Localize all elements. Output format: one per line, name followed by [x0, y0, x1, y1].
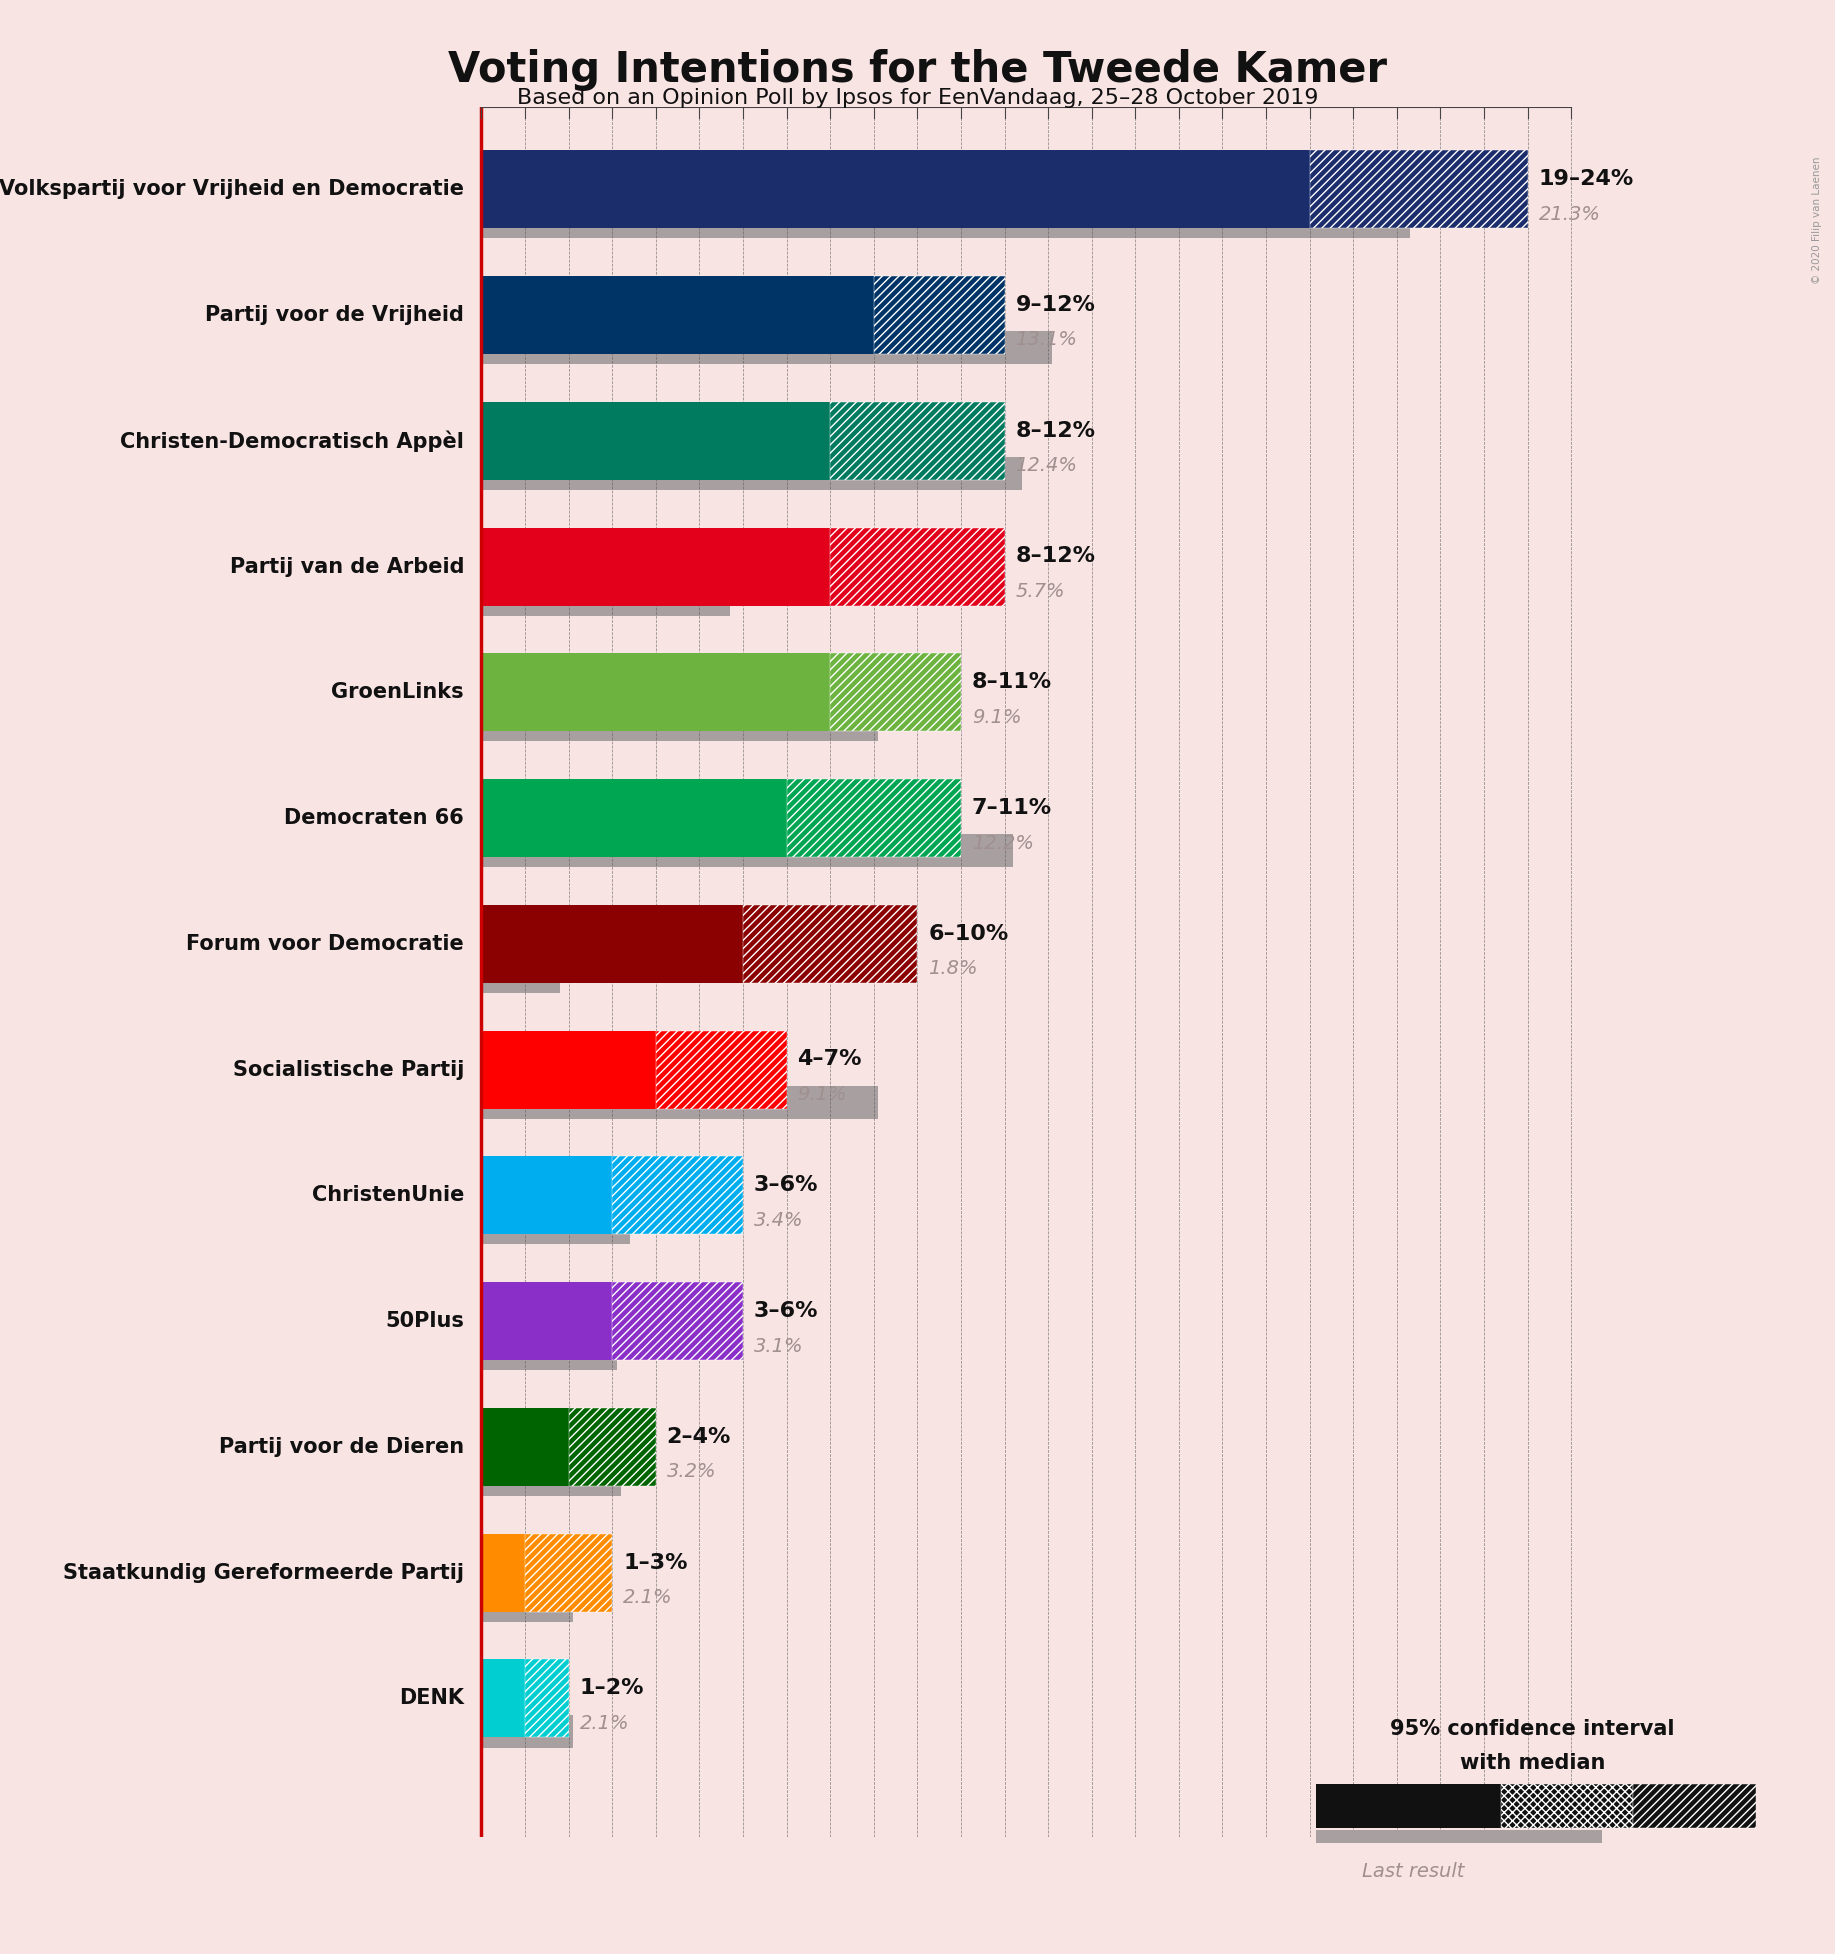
Text: 3–6%: 3–6%: [754, 1301, 818, 1321]
Bar: [613, 1282, 743, 1360]
Bar: [1310, 150, 1527, 229]
Text: Partij van de Arbeid: Partij van de Arbeid: [229, 557, 464, 576]
Text: 1–3%: 1–3%: [624, 1553, 688, 1573]
Text: 5.7%: 5.7%: [1015, 582, 1064, 602]
Text: Partij voor de Vrijheid: Partij voor de Vrijheid: [206, 305, 464, 324]
Text: 4–7%: 4–7%: [798, 1049, 862, 1069]
Text: 9–12%: 9–12%: [1015, 295, 1095, 315]
Bar: [481, 1534, 525, 1612]
Text: Last result: Last result: [1362, 1862, 1464, 1882]
Bar: [873, 276, 1004, 354]
Bar: [481, 1157, 613, 1235]
Text: 1–2%: 1–2%: [580, 1678, 644, 1698]
Bar: [829, 403, 1004, 481]
Bar: [481, 1716, 573, 1747]
Text: 2.1%: 2.1%: [580, 1714, 629, 1733]
Bar: [1633, 1784, 1756, 1829]
Text: 6–10%: 6–10%: [929, 924, 1009, 944]
Text: 3.2%: 3.2%: [666, 1462, 716, 1481]
Text: with median: with median: [1459, 1753, 1606, 1772]
Bar: [481, 582, 730, 616]
Bar: [481, 403, 829, 481]
Bar: [481, 653, 829, 731]
Bar: [481, 150, 1310, 229]
Text: 8–11%: 8–11%: [973, 672, 1051, 692]
Text: 19–24%: 19–24%: [1538, 170, 1633, 190]
Text: ChristenUnie: ChristenUnie: [312, 1186, 464, 1206]
Text: 8–12%: 8–12%: [1015, 547, 1095, 567]
Text: 3.4%: 3.4%: [754, 1211, 804, 1229]
Bar: [481, 457, 1022, 490]
Bar: [481, 780, 787, 858]
Bar: [1316, 1829, 1602, 1843]
Bar: [481, 1659, 525, 1737]
Bar: [481, 959, 560, 993]
Text: Based on an Opinion Poll by Ipsos for EenVandaag, 25–28 October 2019: Based on an Opinion Poll by Ipsos for Ee…: [517, 88, 1318, 107]
Text: 8–12%: 8–12%: [1015, 420, 1095, 440]
Bar: [743, 905, 918, 983]
Bar: [1501, 1784, 1633, 1829]
Text: 9.1%: 9.1%: [973, 707, 1022, 727]
Text: GroenLinks: GroenLinks: [332, 682, 464, 701]
Text: 13.1%: 13.1%: [1015, 330, 1077, 350]
Bar: [481, 528, 829, 606]
Text: 21.3%: 21.3%: [1538, 205, 1600, 223]
Bar: [481, 1211, 629, 1245]
Text: Democraten 66: Democraten 66: [284, 809, 464, 828]
Bar: [481, 905, 743, 983]
Text: Socialistische Partij: Socialistische Partij: [233, 1059, 464, 1079]
Bar: [613, 1157, 743, 1235]
Text: 50Plus: 50Plus: [385, 1311, 464, 1331]
Text: Staatkundig Gereformeerde Partij: Staatkundig Gereformeerde Partij: [62, 1563, 464, 1583]
Text: 9.1%: 9.1%: [798, 1084, 848, 1104]
Bar: [525, 1659, 569, 1737]
Text: © 2020 Filip van Laenen: © 2020 Filip van Laenen: [1813, 156, 1822, 283]
Bar: [1316, 1784, 1501, 1829]
Bar: [481, 1030, 655, 1108]
Bar: [481, 1086, 879, 1120]
Bar: [481, 1282, 613, 1360]
Bar: [481, 834, 1013, 868]
Bar: [655, 1030, 787, 1108]
Text: 95% confidence interval: 95% confidence interval: [1389, 1720, 1675, 1739]
Text: 2.1%: 2.1%: [624, 1589, 673, 1606]
Text: Partij voor de Dieren: Partij voor de Dieren: [218, 1436, 464, 1458]
Bar: [525, 1534, 613, 1612]
Text: Forum voor Democratie: Forum voor Democratie: [187, 934, 464, 954]
Bar: [481, 1409, 569, 1485]
Bar: [481, 709, 879, 741]
Text: Volkspartij voor Vrijheid en Democratie: Volkspartij voor Vrijheid en Democratie: [0, 180, 464, 199]
Text: Christen-Democratisch Appèl: Christen-Democratisch Appèl: [119, 430, 464, 451]
Bar: [481, 332, 1053, 363]
Bar: [481, 276, 873, 354]
Bar: [569, 1409, 655, 1485]
Text: 12.4%: 12.4%: [1015, 455, 1077, 475]
Text: 3–6%: 3–6%: [754, 1174, 818, 1196]
Bar: [787, 780, 962, 858]
Bar: [481, 1589, 573, 1622]
Bar: [481, 1464, 620, 1497]
Text: 3.1%: 3.1%: [754, 1337, 804, 1356]
Bar: [829, 528, 1004, 606]
Bar: [481, 205, 1409, 238]
Text: 1.8%: 1.8%: [929, 959, 978, 979]
Bar: [829, 653, 962, 731]
Text: 2–4%: 2–4%: [666, 1426, 730, 1446]
Text: 7–11%: 7–11%: [973, 797, 1051, 819]
Text: 12.2%: 12.2%: [973, 834, 1033, 852]
Text: DENK: DENK: [398, 1688, 464, 1708]
Bar: [481, 1337, 617, 1370]
Text: Voting Intentions for the Tweede Kamer: Voting Intentions for the Tweede Kamer: [448, 49, 1387, 90]
